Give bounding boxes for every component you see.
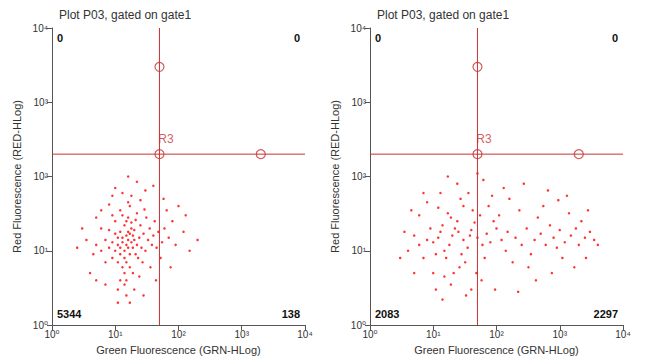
svg-text:10⁰: 10⁰ [44,329,59,340]
svg-text:R3: R3 [476,132,492,146]
svg-text:10³: 10³ [352,97,367,108]
svg-text:Green Fluorescence (GRN-HLog): Green Fluorescence (GRN-HLog) [414,344,578,356]
svg-text:Green Fluorescence (GRN-HLog): Green Fluorescence (GRN-HLog) [96,344,260,356]
svg-text:10³: 10³ [34,97,49,108]
svg-text:0: 0 [294,32,300,44]
svg-text:10²: 10² [489,329,504,340]
svg-text:10¹: 10¹ [426,329,441,340]
svg-text:10¹: 10¹ [34,245,49,256]
svg-text:10²: 10² [171,329,186,340]
svg-text:10⁰: 10⁰ [362,329,377,340]
svg-text:2297: 2297 [594,308,618,320]
svg-text:Red Fluorescence (RED-HLog): Red Fluorescence (RED-HLog) [11,100,23,253]
svg-text:10²: 10² [352,171,367,182]
svg-text:5344: 5344 [57,308,82,320]
svg-text:Plot P03, gated on gate1: Plot P03, gated on gate1 [59,8,191,22]
svg-text:10²: 10² [34,171,49,182]
svg-text:10⁴: 10⁴ [297,329,312,340]
svg-text:0: 0 [612,32,618,44]
svg-text:10⁰: 10⁰ [32,319,48,331]
svg-text:10⁴: 10⁴ [33,23,48,34]
svg-text:138: 138 [282,308,300,320]
svg-text:0: 0 [375,32,381,44]
svg-text:10³: 10³ [235,329,250,340]
svg-text:Red Fluorescence (RED-HLog): Red Fluorescence (RED-HLog) [329,100,341,253]
svg-text:10¹: 10¹ [352,245,367,256]
svg-text:0: 0 [57,32,63,44]
svg-text:Plot P03, gated on gate1: Plot P03, gated on gate1 [377,8,509,22]
svg-text:10³: 10³ [553,329,568,340]
svg-text:10⁴: 10⁴ [351,23,366,34]
svg-text:R3: R3 [158,132,174,146]
svg-text:2083: 2083 [375,308,399,320]
svg-text:10⁴: 10⁴ [615,329,630,340]
svg-text:10¹: 10¹ [108,329,123,340]
svg-text:10⁰: 10⁰ [350,319,366,331]
